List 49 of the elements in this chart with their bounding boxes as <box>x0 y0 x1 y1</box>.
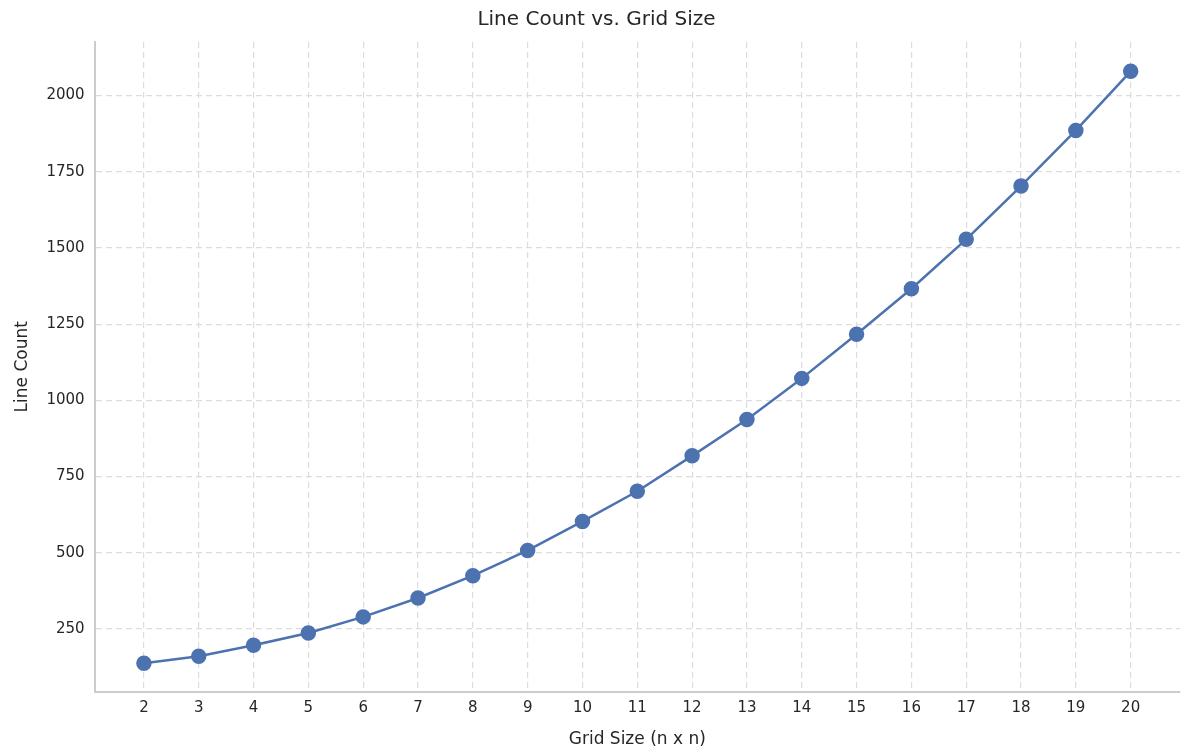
point <box>190 648 207 664</box>
x-tick-label: 16 <box>901 698 921 717</box>
y-tick-label: 250 <box>55 618 85 637</box>
point <box>574 513 591 530</box>
point <box>136 655 152 671</box>
y-tick-label: 1500 <box>46 237 85 256</box>
x-tick-label: 19 <box>1066 698 1086 717</box>
point <box>848 326 865 342</box>
x-tick-label: 8 <box>468 698 478 717</box>
y-tick-label: 750 <box>55 466 85 485</box>
point <box>739 411 755 428</box>
x-tick-label: 15 <box>847 698 867 717</box>
point <box>1013 178 1029 194</box>
y-tick-label: 1250 <box>46 313 85 332</box>
x-tick-label: 5 <box>303 698 314 717</box>
point <box>903 280 920 297</box>
x-tick-label: 7 <box>413 698 423 717</box>
point <box>958 231 974 248</box>
x-tick-label: 6 <box>358 698 368 717</box>
x-tick-label: 13 <box>737 698 757 717</box>
y-tick-label: 2000 <box>46 85 85 104</box>
point <box>300 625 317 641</box>
x-tick-label: 17 <box>956 698 976 717</box>
point <box>519 542 536 559</box>
point <box>355 609 371 625</box>
point <box>1068 122 1084 139</box>
x-tick-label: 9 <box>522 698 533 717</box>
x-tick-label: 14 <box>792 698 812 717</box>
x-tick-label: 10 <box>572 698 593 717</box>
chart-title: Line Count vs. Grid Size <box>477 6 716 31</box>
y-tick-label: 1000 <box>46 390 85 409</box>
x-tick-label: 12 <box>682 698 702 717</box>
y-tick-label: 500 <box>55 542 85 561</box>
x-tick-label: 11 <box>627 698 647 717</box>
point <box>1122 63 1139 80</box>
point <box>410 590 426 606</box>
x-tick-label: 4 <box>248 698 259 717</box>
y-axis-title: Line Count <box>10 320 31 413</box>
point <box>245 637 262 653</box>
x-axis-title: Grid Size (n x n) <box>568 728 706 749</box>
y-tick-label: 1750 <box>46 161 85 180</box>
point <box>629 483 646 499</box>
x-tick-label: 20 <box>1121 698 1141 717</box>
point <box>794 370 810 387</box>
point <box>684 448 700 464</box>
x-tick-label: 3 <box>193 698 204 717</box>
x-tick-label: 2 <box>139 698 149 717</box>
x-tick-label: 18 <box>1011 698 1031 717</box>
point <box>465 567 481 584</box>
